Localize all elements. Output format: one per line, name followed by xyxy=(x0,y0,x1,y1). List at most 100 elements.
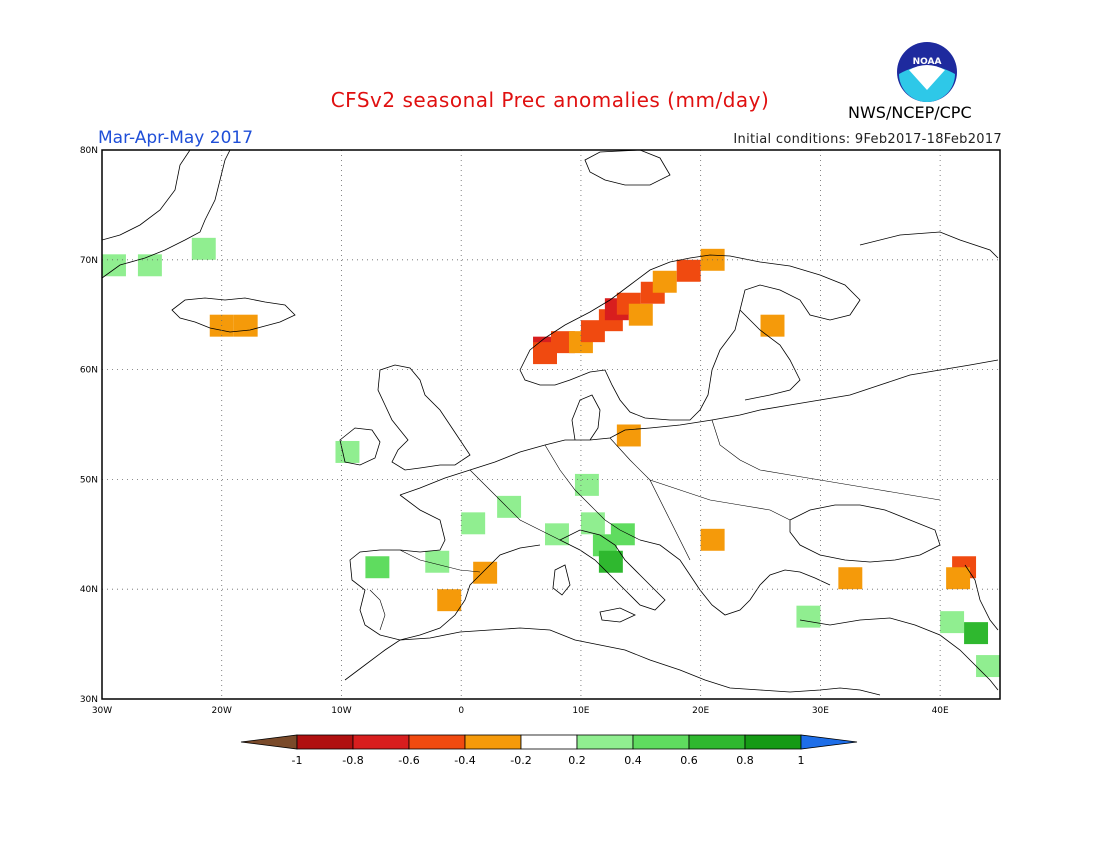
anomaly-cell xyxy=(473,561,498,584)
longitude-tick-label: 20E xyxy=(692,706,709,716)
border-hungary-serbia xyxy=(649,479,691,561)
russia-north-coast xyxy=(859,231,999,259)
colorbar-box xyxy=(688,734,746,750)
latitude-tick-label: 30N xyxy=(80,695,98,705)
border-belarus-ukraine xyxy=(711,419,941,501)
colorbar-box xyxy=(744,734,802,750)
anomaly-cell xyxy=(610,523,635,546)
longitude-tick-label: 30E xyxy=(812,706,829,716)
colorbar-box xyxy=(408,734,466,750)
latitude-tick-label: 60N xyxy=(80,366,98,376)
anomaly-cell xyxy=(628,303,653,326)
anomaly-cell xyxy=(497,495,522,518)
colorbar-boxes xyxy=(240,734,858,750)
anomaly-cell xyxy=(365,556,390,579)
latitude-tick-label: 50N xyxy=(80,475,98,485)
colorbar-box xyxy=(576,734,634,750)
colorbar-tick-label: 0.6 xyxy=(680,754,698,767)
anomaly-cell xyxy=(437,589,462,612)
latitude-tick-label: 80N xyxy=(80,146,98,156)
border-portugal-spain xyxy=(369,589,386,631)
italy-outline xyxy=(559,529,666,611)
agency-label: NWS/NCEP/CPC xyxy=(848,103,972,122)
colorbar-box xyxy=(632,734,690,750)
colorbar-tick-label: 0.2 xyxy=(568,754,586,767)
colorbar-max-arrow xyxy=(800,734,858,750)
finland-border xyxy=(739,309,801,401)
anomaly-cell xyxy=(191,237,216,260)
anomaly-cell xyxy=(137,254,162,277)
sicily-outline xyxy=(599,607,636,623)
border-spain-france xyxy=(399,549,481,573)
colorbar-box xyxy=(352,734,410,750)
noaa-logo-text: NOAA xyxy=(913,57,942,67)
colorbar-box xyxy=(520,734,578,750)
anomaly-cell xyxy=(545,523,569,546)
iceland-outline xyxy=(171,297,296,333)
anomaly-cell xyxy=(940,611,965,634)
longitude-tick-label: 0 xyxy=(458,706,464,716)
latitude-tick-label: 40N xyxy=(80,585,98,595)
denmark-outline xyxy=(571,394,601,441)
anomaly-cell xyxy=(964,622,989,645)
anomaly-cell xyxy=(676,259,701,282)
longitude-tick-label: 30W xyxy=(92,706,112,716)
svalbard-outline xyxy=(584,149,671,186)
greenland-outline xyxy=(101,149,231,279)
anatolia-south-coast xyxy=(799,617,999,691)
north-europe-coast xyxy=(399,359,999,496)
colorbar-tick-label: -0.6 xyxy=(398,754,419,767)
noaa-logo-gull xyxy=(909,65,945,90)
map-frame xyxy=(101,149,1001,700)
latitude-labels: 30N 40N 50N 60N 70N 80N xyxy=(80,146,98,705)
scandinavia-outline xyxy=(519,254,861,421)
north-africa-coast xyxy=(344,627,881,696)
anomaly-cell xyxy=(652,270,677,293)
anomaly-cells xyxy=(102,237,1000,678)
sardinia-outline xyxy=(552,564,571,596)
iberia-france-coast xyxy=(349,494,541,641)
noaa-logo: NOAA xyxy=(897,42,957,102)
latitude-tick-label: 70N xyxy=(80,256,98,266)
great-britain-outline xyxy=(377,364,471,471)
anomaly-cell xyxy=(598,550,623,573)
balkans-coast xyxy=(639,539,831,616)
border-germany-austria xyxy=(544,444,641,541)
border-poland-south xyxy=(609,437,791,521)
colorbar-tick-label: 0.4 xyxy=(624,754,642,767)
colorbar-tick-label: -1 xyxy=(292,754,303,767)
colorbar-box xyxy=(464,734,522,750)
anomaly-cell xyxy=(946,567,971,590)
map-title: CFSv2 seasonal Prec anomalies (mm/day) xyxy=(330,88,770,112)
anomaly-cell xyxy=(838,567,863,590)
coastlines xyxy=(101,149,999,696)
anomaly-cell xyxy=(700,528,725,551)
anomaly-cell xyxy=(461,512,486,535)
season-label: Mar-Apr-May 2017 xyxy=(98,128,254,148)
colorbar-box xyxy=(296,734,354,750)
anomaly-cell xyxy=(760,314,785,337)
colorbar-tick-label: 0.8 xyxy=(736,754,754,767)
border-france-east xyxy=(469,469,561,541)
colorbar-tick-label: 1 xyxy=(798,754,805,767)
longitude-tick-label: 10W xyxy=(331,706,351,716)
longitude-tick-label: 40E xyxy=(932,706,949,716)
colorbar-labels: -1 -0.8 -0.6 -0.4 -0.2 0.2 0.4 0.6 0.8 1 xyxy=(292,754,805,767)
colorbar-tick-label: -0.4 xyxy=(454,754,475,767)
colorbar-min-arrow xyxy=(240,734,298,750)
black-sea-outline xyxy=(789,504,941,563)
initial-conditions-label: Initial conditions: 9Feb2017-18Feb2017 xyxy=(733,132,1002,147)
anomaly-cell xyxy=(616,424,641,447)
longitude-tick-label: 10E xyxy=(572,706,589,716)
colorbar-tick-label: -0.2 xyxy=(510,754,531,767)
longitude-labels: 30W 20W 10W 0 10E 20E 30E 40E xyxy=(92,706,949,716)
longitude-tick-label: 20W xyxy=(212,706,232,716)
colorbar-tick-label: -0.8 xyxy=(342,754,363,767)
anomaly-cell xyxy=(425,550,450,573)
caspian-coast xyxy=(964,564,999,631)
ireland-outline xyxy=(339,427,381,466)
anomaly-cell xyxy=(580,512,605,535)
anomaly-cell xyxy=(551,331,575,354)
